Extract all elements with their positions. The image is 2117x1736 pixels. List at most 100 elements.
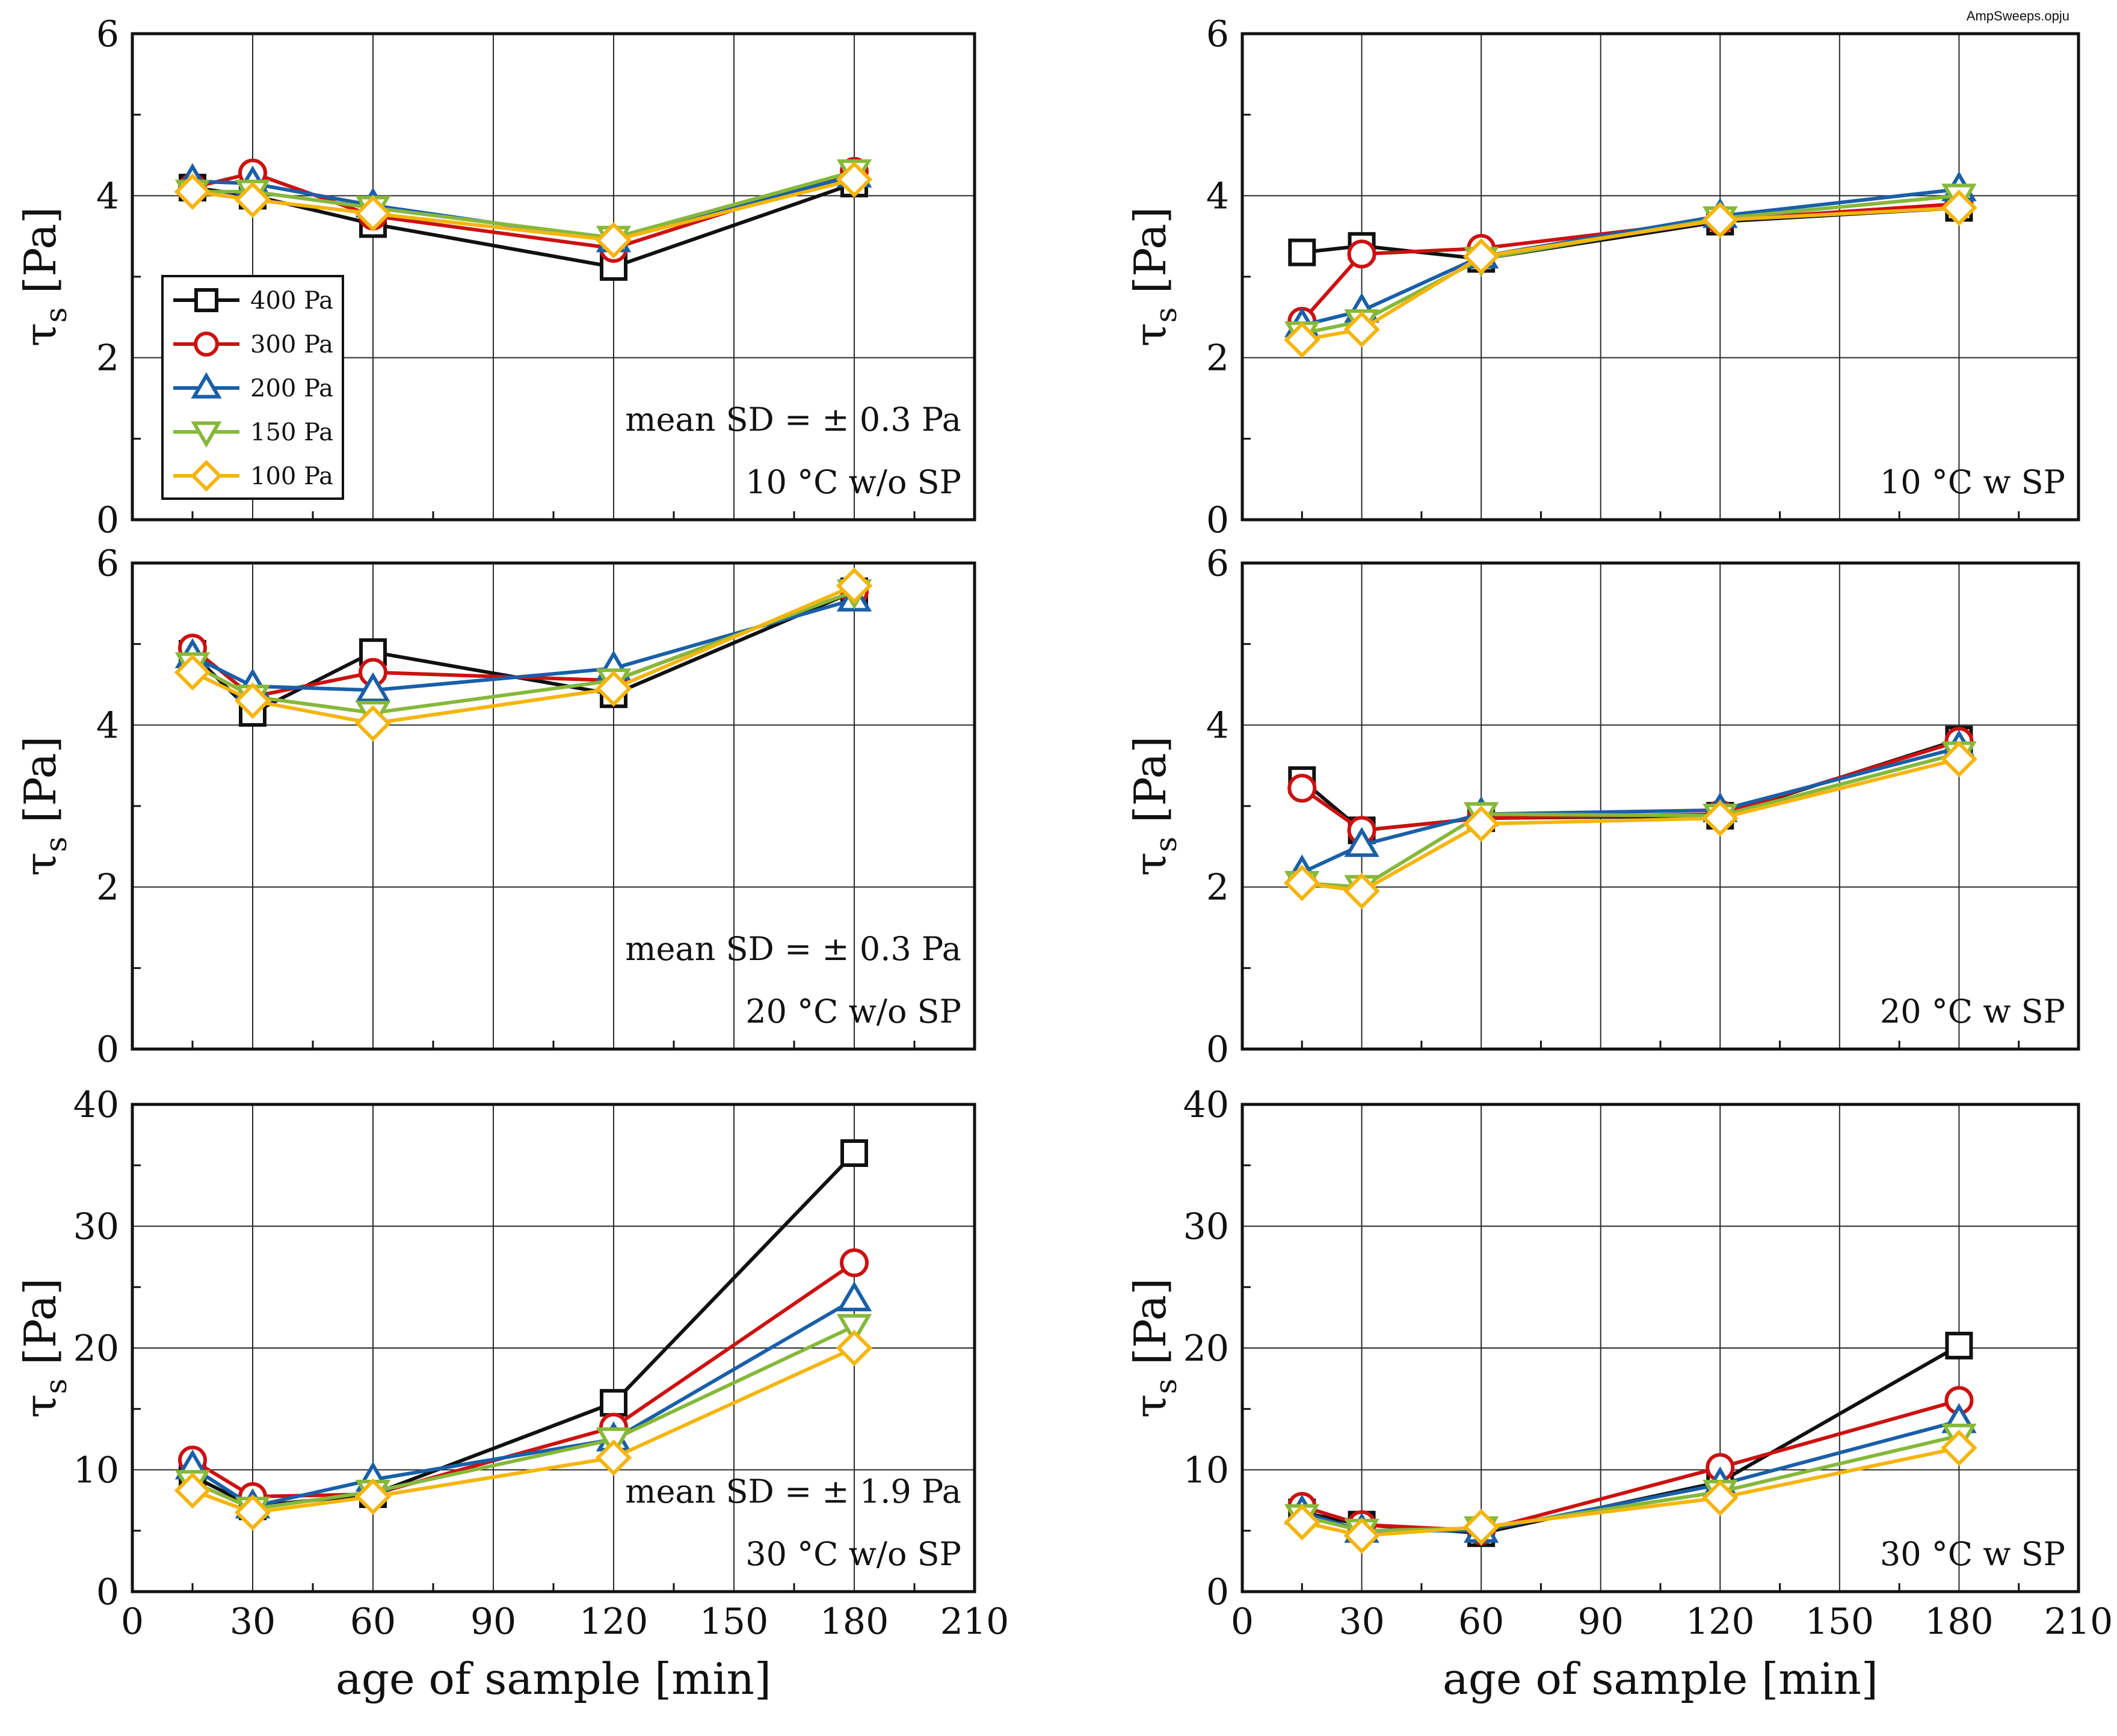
legend-marker-100-pa bbox=[190, 460, 223, 492]
x-tick-label: 210 bbox=[2044, 1601, 2113, 1643]
y-tick-label: 30 bbox=[73, 1206, 119, 1248]
legend-label: 150 Pa bbox=[250, 419, 333, 446]
data-point-100-pa bbox=[174, 1472, 211, 1509]
plot-frame bbox=[1240, 561, 2080, 1051]
x-tick-label: 0 bbox=[121, 1601, 144, 1643]
legend-label: 100 Pa bbox=[250, 463, 333, 490]
data-point-100-pa bbox=[354, 1478, 392, 1515]
annotation-text: mean SD = ± 0.3 Pa bbox=[625, 930, 961, 968]
y-tick-label: 0 bbox=[1206, 1571, 1229, 1613]
annotation-text: 10 °C w SP bbox=[1880, 463, 2065, 501]
y-tick-label: 0 bbox=[1206, 499, 1229, 541]
y-axis-title: τs [Pa] bbox=[1125, 207, 1183, 347]
x-tick-label: 120 bbox=[1686, 1601, 1755, 1643]
data-point-300-pa bbox=[840, 1248, 869, 1278]
y-tick-label: 0 bbox=[96, 1029, 119, 1071]
y-axis-title: τs [Pa] bbox=[1125, 1278, 1183, 1418]
y-axis-unit: [Pa] bbox=[1125, 207, 1176, 307]
x-tick-label: 60 bbox=[1458, 1601, 1504, 1643]
y-tick-label: 20 bbox=[73, 1328, 119, 1370]
data-point-300-pa bbox=[1347, 239, 1376, 269]
x-tick-label: 120 bbox=[579, 1601, 649, 1643]
y-axis-title: τs [Pa] bbox=[15, 207, 73, 347]
legend-marker-300-pa bbox=[194, 331, 219, 357]
data-point-200-pa bbox=[1344, 826, 1379, 857]
series-100-pa bbox=[174, 161, 873, 259]
x-tick-label: 30 bbox=[1339, 1601, 1384, 1643]
y-axis-subscript: s bbox=[1148, 307, 1183, 323]
y-tick-label: 0 bbox=[1206, 1029, 1229, 1071]
legend: 400 Pa 300 Pa 200 Pa 150 Pa 100 Pa bbox=[161, 275, 344, 500]
y-tick-label: 4 bbox=[1206, 175, 1229, 217]
y-axis-unit: [Pa] bbox=[1125, 1278, 1176, 1379]
annotation-text: 10 °C w/o SP bbox=[745, 463, 961, 501]
y-axis-unit: [Pa] bbox=[15, 1278, 66, 1379]
data-point-100-pa bbox=[234, 682, 271, 719]
data-point-100-pa bbox=[595, 1439, 632, 1476]
series-100-pa bbox=[1284, 1429, 1977, 1554]
y-tick-label: 4 bbox=[96, 175, 119, 217]
annotation-text: 20 °C w/o SP bbox=[745, 993, 961, 1030]
data-point-400-pa bbox=[1288, 238, 1316, 266]
annotation-text: 20 °C w SP bbox=[1880, 993, 2065, 1030]
y-tick-label: 2 bbox=[1206, 337, 1229, 380]
y-axis-symbol: τ bbox=[15, 852, 66, 876]
legend-label: 300 Pa bbox=[250, 331, 333, 359]
data-point-100-pa bbox=[836, 1329, 873, 1367]
chart-panel-top-right: 0 2 4 6 τs [Pa] 10 °C w SP bbox=[1125, 13, 2080, 541]
y-tick-label: 2 bbox=[1206, 867, 1229, 909]
plot-frame bbox=[1240, 1103, 2080, 1593]
y-tick-label: 2 bbox=[96, 337, 119, 380]
data-point-100-pa bbox=[595, 222, 632, 259]
y-axis-subscript: s bbox=[39, 837, 73, 852]
y-axis-symbol: τ bbox=[15, 323, 66, 347]
x-tick-label: 150 bbox=[1805, 1601, 1875, 1643]
legend-label: 400 Pa bbox=[250, 287, 333, 315]
y-tick-label: 0 bbox=[96, 1571, 119, 1613]
y-axis-title: τs [Pa] bbox=[15, 1278, 73, 1418]
y-tick-label: 0 bbox=[96, 499, 119, 541]
data-point-100-pa bbox=[1462, 238, 1500, 275]
data-point-100-pa bbox=[1343, 311, 1380, 348]
data-point-100-pa bbox=[1941, 189, 1977, 226]
y-axis-unit: [Pa] bbox=[15, 736, 66, 837]
y-axis-subscript: s bbox=[39, 1379, 73, 1394]
y-axis-subscript: s bbox=[39, 307, 73, 323]
y-axis-title: τs [Pa] bbox=[15, 736, 73, 876]
data-point-100-pa bbox=[836, 567, 873, 604]
data-point-100-pa bbox=[1284, 864, 1320, 902]
chart-panel-top-left: 0 2 4 6 τs [Pa] mean SD = ± 0.3 Pa 10 °C w/o S… bbox=[15, 13, 976, 541]
x-tick-label: 90 bbox=[470, 1601, 516, 1643]
data-point-100-pa bbox=[595, 670, 632, 707]
y-tick-label: 4 bbox=[96, 704, 119, 746]
y-axis-subscript: s bbox=[1148, 837, 1183, 852]
y-tick-label: 6 bbox=[96, 543, 119, 585]
plot-frame bbox=[131, 561, 976, 1051]
series-100-pa bbox=[1284, 189, 1977, 359]
data-point-200-pa bbox=[355, 672, 391, 703]
y-tick-label: 30 bbox=[1183, 1206, 1229, 1248]
x-tick-label: 0 bbox=[1231, 1601, 1254, 1643]
y-tick-label: 10 bbox=[1183, 1450, 1229, 1492]
data-point-100-pa bbox=[1462, 805, 1500, 842]
data-point-200-pa bbox=[836, 1281, 872, 1311]
y-axis-unit: [Pa] bbox=[15, 207, 66, 307]
data-point-100-pa bbox=[1702, 799, 1739, 837]
y-axis-unit: [Pa] bbox=[1125, 736, 1176, 837]
y-axis-symbol: τ bbox=[1125, 1394, 1176, 1418]
annotation-text: mean SD = ± 0.3 Pa bbox=[625, 401, 961, 439]
y-tick-label: 20 bbox=[1183, 1328, 1229, 1370]
data-point-400-pa bbox=[840, 1139, 868, 1167]
data-point-100-pa bbox=[1343, 1517, 1380, 1554]
data-point-100-pa bbox=[1941, 1429, 1977, 1467]
y-axis-title: τs [Pa] bbox=[1125, 736, 1183, 876]
chart-panel-middle-left: 0 2 4 6 τs [Pa] mean SD = ± 0.3 Pa 20 °C w/o S… bbox=[15, 543, 976, 1071]
series-100-pa bbox=[1284, 740, 1977, 910]
data-point-300-pa bbox=[1287, 774, 1317, 803]
data-point-100-pa bbox=[234, 1494, 271, 1531]
y-tick-label: 6 bbox=[1206, 13, 1229, 55]
x-axis-title: age of sample [min] bbox=[1443, 1654, 1878, 1704]
x-tick-label: 60 bbox=[350, 1601, 396, 1643]
